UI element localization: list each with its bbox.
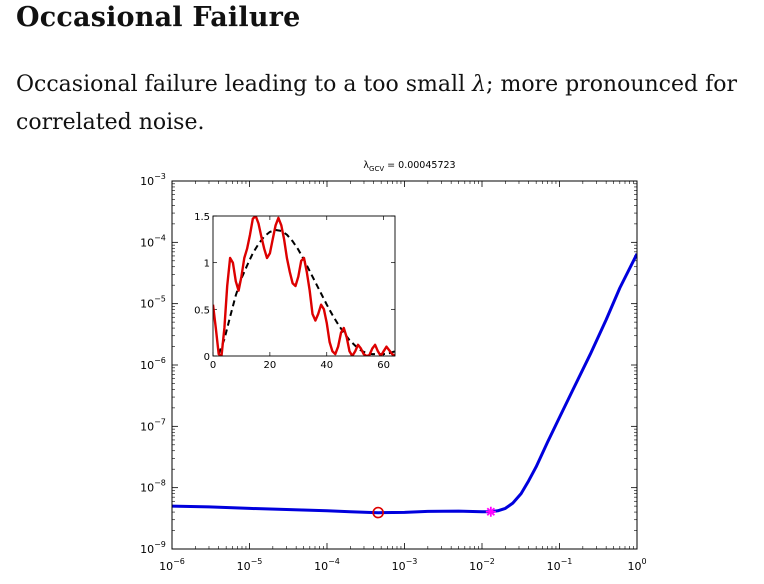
x-tick-label-exp: −5 [251,557,263,566]
inset-y-tick-label: 0.5 [194,305,210,316]
inset-x-tick-label: 40 [320,360,333,371]
y-tick-label-base: 10 [140,175,154,188]
main-plot-frame [171,180,638,550]
inset-y-tick-label: 0 [204,352,210,363]
y-tick-label-base: 10 [140,236,154,249]
y-tick-label-exp: −8 [154,479,166,488]
y-tick-label: 10−8 [140,479,166,495]
optimal-star-marker [485,506,496,517]
x-tick-label-exp: −6 [173,557,185,566]
gcv-minimum-circle-marker [372,506,384,519]
x-tick-label-base: 10 [627,560,641,573]
y-tick-label-exp: −7 [154,417,166,426]
inset-x-tick-label: 20 [264,360,277,371]
y-tick-label: 10−9 [140,540,166,556]
y-tick-label-base: 10 [140,543,154,556]
x-tick-label: 10−2 [469,557,495,573]
title-subscript: GCV [369,165,384,173]
y-tick-label-base: 10 [140,482,154,495]
x-tick-label-base: 10 [159,560,173,573]
y-tick-label-exp: −3 [154,172,166,181]
inset-y-tick-label: 1 [204,259,210,270]
x-tick-label: 10−3 [392,557,418,573]
y-tick-label-base: 10 [140,420,154,433]
y-tick-label-base: 10 [140,359,154,372]
y-tick-label: 10−7 [140,417,166,433]
inset-true-solution-dashed-line [217,229,395,356]
x-tick-label-exp: −4 [328,557,340,566]
inset-background [213,216,395,356]
inset-x-tick-label: 0 [210,360,216,371]
y-tick-label-exp: −6 [154,356,166,365]
y-tick-label-base: 10 [140,298,154,311]
x-tick-label-base: 10 [469,560,483,573]
body-text-part-2: ; more pronounced for correlated noise. [16,72,738,135]
inset-y-tick-label: 1.5 [194,212,210,223]
x-tick-label: 10−5 [237,557,263,573]
gcv-function-chart: 10−6 10−5 10−4 10−3 10−2 10−1 10010−910−810−71… [140,160,646,573]
y-tick-label-exp: −9 [154,540,166,549]
chart-title: λGCV = 0.00045723 [363,160,455,173]
x-tick-label-exp: −3 [406,557,418,566]
x-tick-label: 100 [627,557,646,573]
title-value: = 0.00045723 [384,160,455,171]
body-text-part-1: Occasional failure leading to a too smal… [16,72,473,97]
y-tick-label: 10−3 [140,172,166,188]
y-tick-label: 10−5 [140,295,166,311]
inset-x-tick-label: 60 [377,360,390,371]
x-tick-label: 10−4 [314,557,340,573]
title-symbol: λ [363,160,369,171]
x-tick-label-exp: −2 [483,557,495,566]
x-tick-label: 10−1 [547,557,573,573]
x-tick-label: 10−6 [159,557,185,573]
y-tick-label: 10−6 [140,356,166,372]
x-tick-label-base: 10 [314,560,328,573]
slide-title: Occasional Failure [16,2,301,33]
x-tick-label-base: 10 [237,560,251,573]
y-tick-label-exp: −5 [154,295,166,304]
slide-body-text: Occasional failure leading to a too smal… [16,66,756,142]
y-tick-label-exp: −4 [154,233,166,242]
x-tick-label-exp: −1 [561,557,573,566]
x-tick-label-base: 10 [547,560,561,573]
x-tick-label-base: 10 [392,560,406,573]
gcv-curve [172,253,637,515]
lambda-symbol: λ [472,72,487,97]
solution-inset-chart: 0 20 40 60 0 0.5 1 1.5 [194,212,396,371]
inset-reconstruction-line [213,216,395,356]
inset-plot-frame [212,215,396,357]
x-tick-label-exp: 0 [641,557,646,566]
y-tick-label: 10−4 [140,233,166,249]
